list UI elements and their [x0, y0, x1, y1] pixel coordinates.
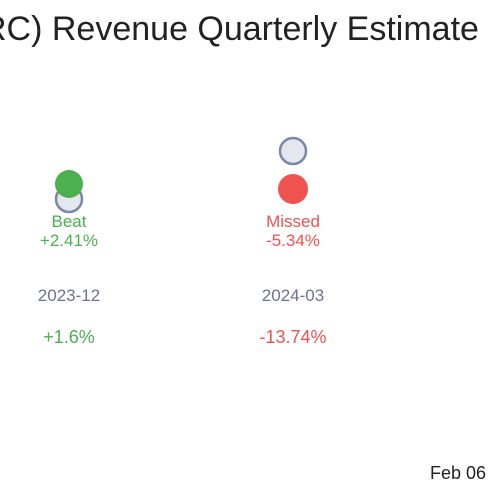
- chart-title: RC) Revenue Quarterly Estimate: [0, 10, 479, 48]
- estimate-marker: [278, 136, 308, 166]
- actual-marker: [278, 174, 308, 204]
- period-label: 2023-12: [38, 286, 100, 305]
- change-percent-label: -13.74%: [259, 327, 326, 347]
- actual-marker: [55, 170, 83, 198]
- result-status-label: Missed: [266, 212, 320, 231]
- surprise-percent-label: -5.34%: [266, 231, 320, 250]
- period-label: 2024-03: [262, 286, 324, 305]
- result-status-label: Beat: [52, 212, 87, 231]
- change-percent-label: +1.6%: [43, 327, 95, 347]
- footer-date: Feb 06: [430, 463, 487, 483]
- surprise-percent-label: +2.41%: [40, 231, 98, 250]
